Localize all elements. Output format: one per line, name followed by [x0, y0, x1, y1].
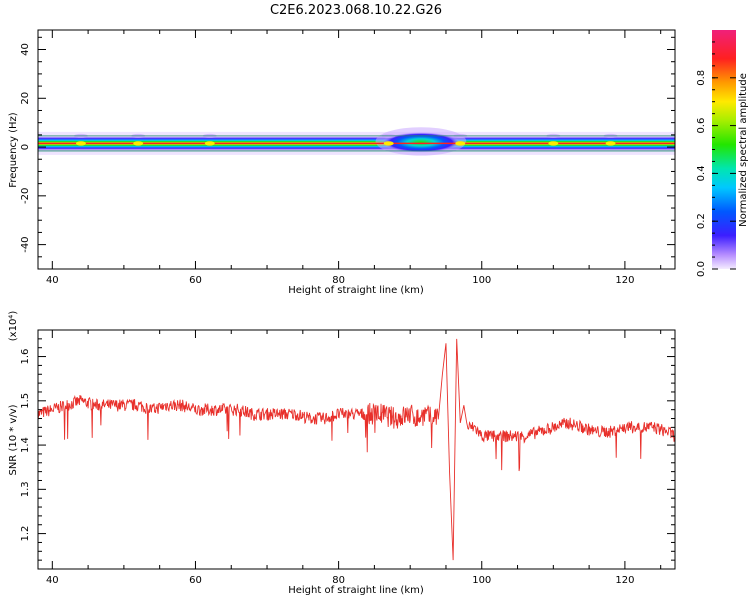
spectrogram-x-axis: 40 60 80 100 120	[46, 30, 662, 286]
y-tick-label: -40	[20, 236, 31, 252]
y-tick-label: 1.2	[20, 526, 31, 542]
y-tick-label: 0	[20, 144, 31, 150]
x-tick-label: 100	[472, 275, 491, 286]
snr-y-multiplier: (x10⁴)	[8, 311, 19, 342]
x-tick-label: 40	[46, 275, 59, 286]
spectrogram-x-label: Height of straight line (km)	[288, 285, 424, 296]
snr-x-axis: 40 60 80 100 120	[46, 330, 662, 586]
colorbar: 0.0 0.2 0.4 0.6 0.8 Normalized spectral ampl…	[696, 30, 749, 277]
y-tick-label: 1.5	[20, 393, 31, 409]
y-tick-label: 1.3	[20, 481, 31, 497]
spectrogram-plot-area	[38, 127, 675, 156]
snr-panel: 40 60 80 100 120 1.2 1.3 1.4 1.5 1.6 Height of s…	[8, 311, 676, 596]
spectrogram-frame	[37, 29, 676, 270]
y-tick-label: 40	[20, 43, 31, 56]
y-tick-label: 1.4	[20, 437, 31, 453]
y-tick-label: 20	[20, 92, 31, 105]
colorbar-tick-label: 0.8	[696, 70, 707, 86]
colorbar-tick-label: 0.0	[696, 261, 707, 277]
x-tick-label: 120	[615, 275, 634, 286]
colorbar-tick-label: 0.6	[696, 118, 707, 134]
band-node	[75, 141, 86, 146]
band-node	[204, 141, 215, 146]
x-tick-label: 60	[189, 275, 202, 286]
band-node	[455, 141, 466, 146]
x-tick-label: 100	[472, 575, 491, 586]
snr-plot-area	[38, 338, 675, 561]
spectrogram-y-axis: -40 -20 0 20 40	[20, 36, 675, 270]
x-tick-label: 120	[615, 575, 634, 586]
band-node	[133, 141, 144, 146]
band-node	[383, 141, 394, 146]
snr-y-label: SNR (10 * v/v)	[8, 404, 19, 475]
band-node	[548, 141, 559, 146]
x-tick-label: 80	[332, 275, 345, 286]
y-tick-label: 1.6	[20, 349, 31, 365]
colorbar-tick-label: 0.4	[696, 165, 707, 181]
broadening-region	[381, 132, 461, 153]
colorbar-label: Normalized spectral amplitude	[738, 73, 749, 227]
figure-title: C2E6.2023.068.10.22.G26	[270, 3, 442, 18]
snr-x-label: Height of straight line (km)	[288, 585, 424, 596]
colorbar-gradient	[712, 30, 736, 269]
snr-frame	[37, 329, 676, 570]
spectrogram-y-label: Frequency (Hz)	[8, 112, 19, 188]
y-tick-label: -20	[20, 188, 31, 204]
snr-series-line	[38, 338, 675, 561]
snr-y-axis: 1.2 1.3 1.4 1.5 1.6	[20, 329, 675, 561]
colorbar-tick-label: 0.2	[696, 213, 707, 229]
spectrogram-panel: 40 60 80 100 120 -40 -20 0 20 40 Height of strai…	[8, 29, 676, 296]
band-node	[605, 141, 616, 146]
x-tick-label: 40	[46, 575, 59, 586]
colorbar-axis: 0.0 0.2 0.4 0.6 0.8	[696, 41, 736, 277]
x-tick-label: 80	[332, 575, 345, 586]
x-tick-label: 60	[189, 575, 202, 586]
